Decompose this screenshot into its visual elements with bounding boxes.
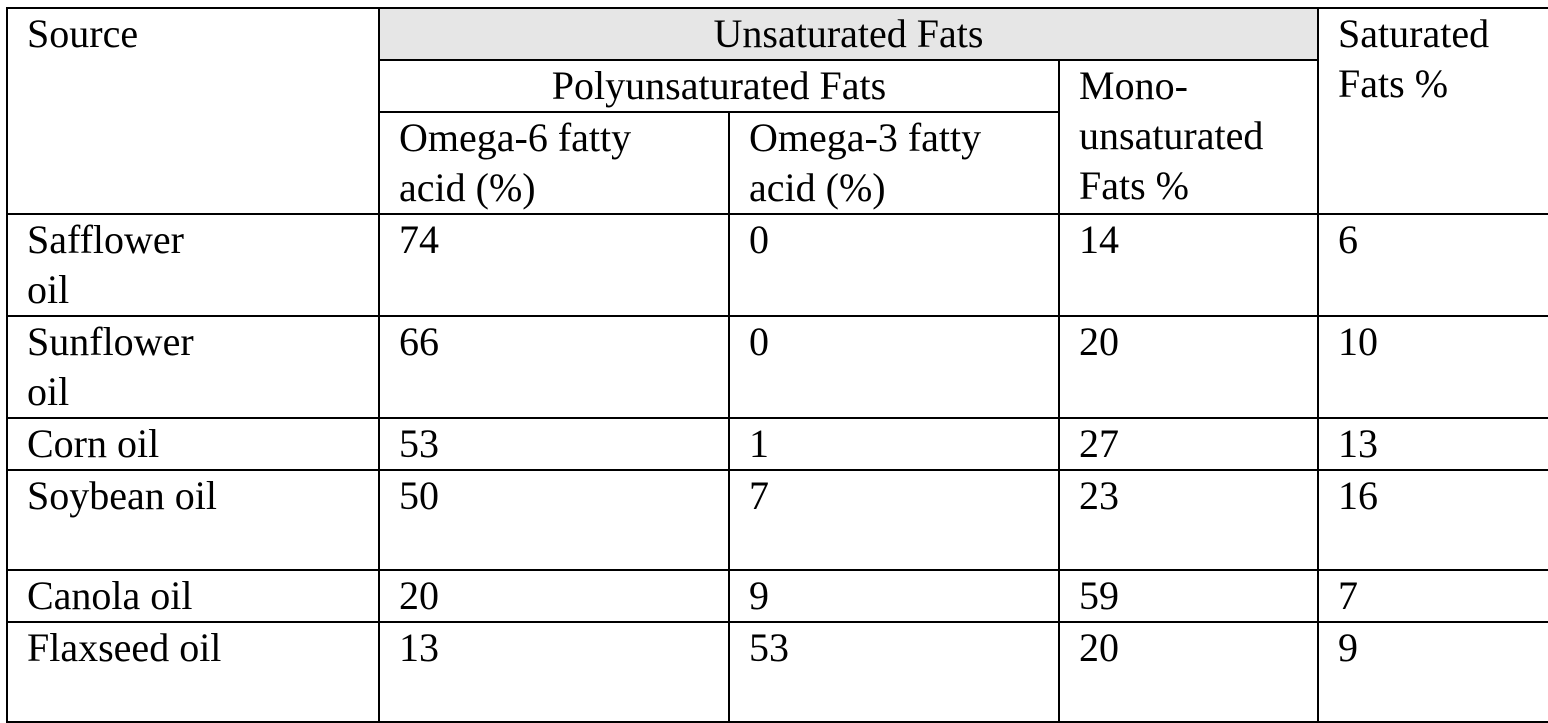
- cell-saturated: 16: [1317, 469, 1548, 571]
- cell-omega6: 53: [378, 417, 730, 471]
- cell-mono: 27: [1057, 417, 1320, 471]
- header-source: Source: [6, 7, 380, 215]
- cell-omega6: 74: [378, 213, 730, 317]
- cell-source: Corn oil: [6, 417, 380, 471]
- header-omega3: Omega-3 fatty acid (%): [728, 111, 1060, 215]
- cell-omega3: 9: [728, 569, 1060, 623]
- cell-mono: 20: [1057, 315, 1320, 419]
- table-row: Corn oil 53 1 27 13: [6, 417, 1548, 471]
- cell-source: Canola oil: [6, 569, 380, 623]
- cell-mono: 14: [1057, 213, 1320, 317]
- table-row: Soybean oil 50 7 23 16: [6, 469, 1548, 571]
- header-saturated-fats: Saturated Fats %: [1317, 7, 1548, 215]
- cell-saturated: 13: [1317, 417, 1548, 471]
- cell-omega6: 50: [378, 469, 730, 571]
- cell-mono: 23: [1057, 469, 1320, 571]
- header-row-1: Source Unsaturated Fats Saturated Fats %: [6, 7, 1548, 215]
- header-monounsaturated-fats: Mono- unsaturated Fats %: [1057, 59, 1320, 215]
- header-row-3: Omega-6 fatty acid (%) Omega-3 fatty aci…: [7, 111, 1548, 215]
- cell-saturated: 6: [1317, 213, 1548, 317]
- cell-saturated: 9: [1317, 621, 1548, 723]
- cell-saturated: 7: [1317, 569, 1548, 623]
- cell-omega3: 0: [728, 315, 1060, 419]
- table-row: Safflower oil 74 0 14 6: [6, 213, 1548, 317]
- header-omega6: Omega-6 fatty acid (%): [378, 111, 730, 215]
- cell-source: Sunflower oil: [6, 315, 380, 419]
- cell-source: Safflower oil: [6, 213, 380, 317]
- cell-omega6: 13: [378, 621, 730, 723]
- cell-saturated: 10: [1317, 315, 1548, 419]
- cell-omega3: 53: [728, 621, 1060, 723]
- table-row: Sunflower oil 66 0 20 10: [6, 315, 1548, 419]
- header-polyunsaturated-fats: Polyunsaturated Fats: [378, 59, 1060, 113]
- cell-mono: 59: [1057, 569, 1320, 623]
- table-row: Canola oil 20 9 59 7: [6, 569, 1548, 623]
- header-row-2: Polyunsaturated Fats Mono- unsaturated F…: [7, 59, 1548, 215]
- cell-omega6: 20: [378, 569, 730, 623]
- cell-mono: 20: [1057, 621, 1320, 723]
- table-row: Flaxseed oil 13 53 20 9: [6, 621, 1548, 723]
- cell-omega3: 7: [728, 469, 1060, 571]
- cell-omega6: 66: [378, 315, 730, 419]
- cell-omega3: 1: [728, 417, 1060, 471]
- cell-source: Soybean oil: [6, 469, 380, 571]
- header-unsaturated-fats: Unsaturated Fats: [377, 7, 1320, 61]
- cell-source: Flaxseed oil: [6, 621, 380, 723]
- fats-table: Source Unsaturated Fats Saturated Fats %…: [6, 7, 1548, 723]
- cell-omega3: 0: [728, 213, 1060, 317]
